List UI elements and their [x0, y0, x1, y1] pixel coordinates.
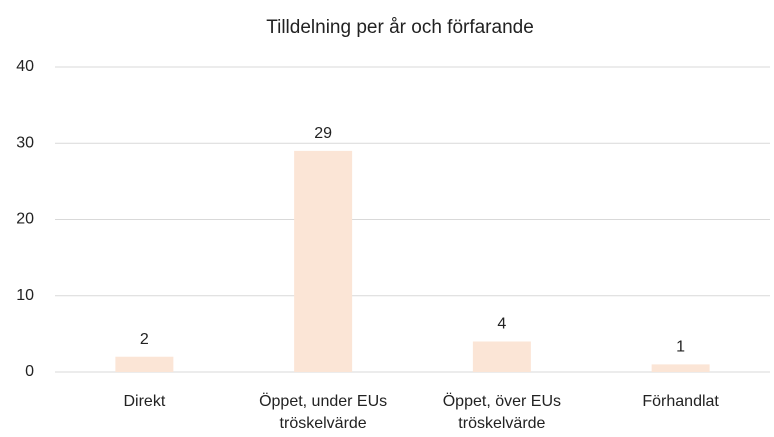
- data-label: 29: [314, 125, 332, 142]
- chart-title: Tilldelning per år och förfarande: [266, 17, 534, 38]
- bar: [472, 341, 531, 372]
- data-label: 1: [676, 339, 685, 356]
- data-label: 4: [497, 316, 506, 333]
- x-tick-label: Öppet, över EUs tröskelvärde: [442, 393, 562, 432]
- y-tick-label: 30: [16, 134, 34, 151]
- y-tick-label: 10: [16, 287, 34, 304]
- x-tick-label: Förhandlat: [642, 393, 719, 410]
- y-tick-label: 20: [16, 211, 34, 228]
- y-tick-label: 0: [25, 363, 34, 380]
- bar: [115, 356, 174, 372]
- bar: [294, 150, 353, 372]
- x-tick-label: Direkt: [123, 393, 166, 410]
- y-tick-label: 40: [16, 58, 34, 75]
- data-label: 2: [140, 331, 149, 348]
- x-tick-label: Öppet, under EUs tröskelvärde: [259, 393, 388, 432]
- bar: [651, 364, 710, 372]
